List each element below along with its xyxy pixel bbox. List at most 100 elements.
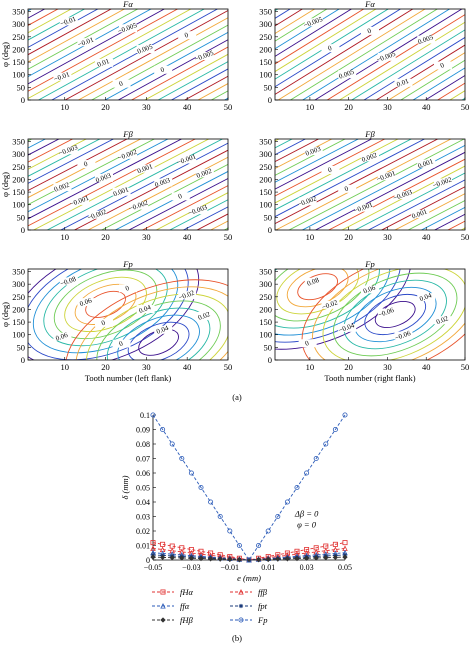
contour-label: 0.08 xyxy=(306,276,321,288)
x-axis-label: Tooth number (right flank) xyxy=(324,373,415,383)
contour-label: 0 xyxy=(118,79,124,88)
contour-label: 0 xyxy=(83,160,89,169)
data-point xyxy=(207,556,214,562)
contour-line xyxy=(394,193,465,230)
y-tick-label: 50 xyxy=(264,212,273,222)
annotation: φ = 0 xyxy=(297,520,317,530)
panel-title: Fβ xyxy=(364,129,375,139)
contour-line xyxy=(75,286,228,360)
data-point xyxy=(323,555,329,561)
contour-line xyxy=(275,139,360,183)
contour-line xyxy=(28,139,74,163)
contour-line xyxy=(341,165,465,230)
data-point xyxy=(160,426,166,432)
legend-label: ffα xyxy=(180,601,190,611)
x-tick-label: 10 xyxy=(60,232,69,242)
contour-label: 0 xyxy=(327,166,333,175)
contour-line xyxy=(275,269,412,350)
data-point xyxy=(332,541,338,547)
contour-line xyxy=(275,139,439,224)
data-point xyxy=(198,484,204,490)
contour-line xyxy=(275,9,377,72)
legend-label: fpt xyxy=(258,601,268,611)
x-tick-label: 20 xyxy=(344,362,353,372)
axis-ticks: 10 20 30 40 50 0 50 100 150 200 250 300 350 xyxy=(12,7,232,112)
x-tick-label: 0.05 xyxy=(338,563,352,572)
y-tick-label: 0.01 xyxy=(136,542,150,551)
contour-line xyxy=(275,269,380,329)
x-tick-label: 40 xyxy=(422,102,431,112)
x-tick-label: 30 xyxy=(383,102,392,112)
data-point xyxy=(159,554,166,561)
data-point xyxy=(238,589,244,595)
y-axis-label: φ (deg) xyxy=(0,42,10,67)
x-tick-label: 20 xyxy=(344,102,353,112)
data-point xyxy=(169,555,175,561)
y-tick-label: 0.07 xyxy=(136,455,150,464)
x-tick-label: 20 xyxy=(101,232,110,242)
contour-line xyxy=(275,9,340,50)
y-tick-label: 350 xyxy=(259,267,272,277)
x-axis-label: Tooth number (left flank) xyxy=(85,373,172,383)
contour-line xyxy=(28,9,99,48)
y-tick-label: 300 xyxy=(259,19,272,29)
y-tick-label: 250 xyxy=(12,32,25,42)
x-tick-label: 50 xyxy=(461,102,470,112)
contour-line xyxy=(326,14,465,100)
contour-line xyxy=(407,200,465,230)
y-tick-label: 0 xyxy=(268,355,272,365)
contour-line xyxy=(275,139,386,197)
y-tick-label: 0.06 xyxy=(136,469,150,478)
contour-line xyxy=(144,53,228,100)
contour-line xyxy=(183,75,228,100)
y-tick-label: 100 xyxy=(12,70,25,80)
data-point xyxy=(294,484,300,490)
data-point xyxy=(179,455,185,461)
contour-line xyxy=(127,321,190,360)
y-tick-label: 50 xyxy=(17,212,26,222)
contour-line xyxy=(314,9,463,100)
series-5 xyxy=(150,412,348,563)
data-point xyxy=(342,540,348,546)
panel-title: Fα xyxy=(364,0,375,9)
contour-line xyxy=(275,139,373,190)
x-tick-label: 20 xyxy=(101,102,110,112)
legend-label: fHα xyxy=(180,587,194,597)
x-tick-label: 40 xyxy=(183,362,192,372)
y-tick-label: 0.04 xyxy=(136,498,150,507)
contour-line xyxy=(275,9,390,80)
y-tick-label: 200 xyxy=(259,304,272,314)
contour-line xyxy=(343,279,447,350)
contour-line xyxy=(28,269,200,360)
data-point xyxy=(313,555,319,561)
contour-line xyxy=(332,272,458,357)
contour-line xyxy=(297,273,339,301)
y-tick-label: 350 xyxy=(12,137,25,147)
y-tick-label: 200 xyxy=(259,174,272,184)
contour-line xyxy=(168,199,228,230)
data-point xyxy=(236,557,243,563)
x-tick-label: 40 xyxy=(422,362,431,372)
contour-line xyxy=(114,171,228,230)
y-tick-label: 250 xyxy=(12,292,25,302)
panel-title: Fp xyxy=(364,259,374,269)
y-tick-label: 150 xyxy=(259,317,272,327)
x-tick-label: 50 xyxy=(224,102,233,112)
contour-label: 0 xyxy=(177,192,183,201)
x-tick-label: 30 xyxy=(383,362,392,372)
y-tick-label: 0.02 xyxy=(136,527,150,536)
plot-frame xyxy=(274,138,466,231)
contour-line xyxy=(117,314,200,360)
contour-label: 0 xyxy=(124,284,130,293)
data-point xyxy=(332,554,339,561)
y-axis-label: φ (deg) xyxy=(0,172,10,197)
plot-frame xyxy=(27,138,229,231)
y-tick-label: 300 xyxy=(259,149,272,159)
y-tick-label: 300 xyxy=(259,279,272,289)
